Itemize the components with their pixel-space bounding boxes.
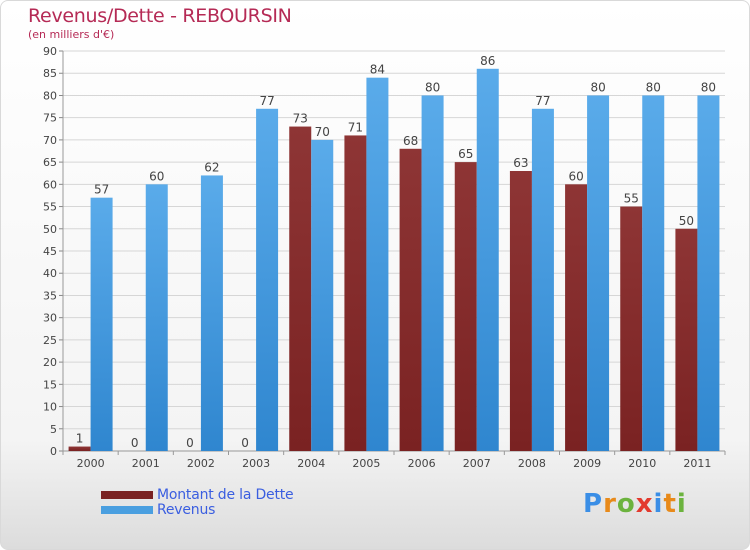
bar-revenus [531,108,554,452]
bar-revenus [200,175,223,451]
data-label-dette: 55 [624,192,639,206]
bar-revenus [697,95,720,451]
x-tick-label: 2009 [573,457,601,470]
y-tick-label: 75 [43,112,57,125]
legend-item-revenus: Revenus [101,501,293,518]
bar-revenus [366,77,389,452]
y-tick-label: 90 [43,45,57,58]
x-tick-label: 2010 [628,457,656,470]
legend-swatch-revenus [101,505,153,514]
data-label-revenus: 70 [315,125,330,139]
data-label-revenus: 77 [535,94,550,108]
y-tick-label: 85 [43,67,57,80]
x-tick-label: 2003 [242,457,270,470]
bar-dette [68,446,91,451]
x-tick-label: 2000 [77,457,105,470]
bar-revenus [145,184,168,452]
bar-dette [454,162,477,451]
data-label-revenus: 86 [480,54,495,68]
logo-letter: t [663,489,677,519]
bar-revenus [587,95,610,451]
data-label-revenus: 57 [94,183,109,197]
legend: Montant de la Dette Revenus [101,486,294,518]
bar-revenus [642,95,665,451]
bar-dette [289,126,312,452]
data-label-revenus: 80 [701,80,716,94]
data-label-dette: 63 [513,156,528,170]
y-tick-label: 35 [43,289,57,302]
y-tick-label: 30 [43,312,57,325]
x-tick-label: 2008 [518,457,546,470]
y-tick-label: 0 [50,445,57,458]
logo-letter: i [653,489,664,519]
bar-revenus [311,139,334,451]
x-tick-label: 2001 [132,457,160,470]
y-tick-label: 60 [43,178,57,191]
y-tick-label: 10 [43,401,57,414]
y-tick-label: 70 [43,134,57,147]
bar-revenus [256,108,279,452]
data-label-dette: 73 [293,112,308,126]
y-tick-label: 80 [43,89,57,102]
y-tick-label: 15 [43,378,57,391]
bar-dette [509,171,532,451]
bar-dette [344,135,367,451]
proxiti-logo: Proxiti [583,489,687,519]
bar-dette [565,184,588,452]
data-label-revenus: 77 [259,94,274,108]
logo-letter: x [635,489,654,519]
logo-letter: i [676,489,687,519]
x-tick-label: 2007 [463,457,491,470]
bar-dette [399,148,422,451]
legend-swatch-dette [101,490,153,499]
y-tick-label: 45 [43,245,57,258]
x-tick-label: 2004 [297,457,325,470]
data-label-dette: 68 [403,134,418,148]
y-tick-label: 40 [43,267,57,280]
legend-label-dette: Montant de la Dette [157,486,294,503]
x-tick-label: 2005 [352,457,380,470]
logo-letter: P [583,489,604,519]
y-tick-label: 25 [43,334,57,347]
x-tick-label: 2002 [187,457,215,470]
y-tick-label: 5 [50,423,57,436]
logo-letter: o [616,489,636,519]
data-label-revenus: 80 [590,80,605,94]
legend-item-dette: Montant de la Dette [101,486,294,503]
data-label-revenus: 80 [646,80,661,94]
y-tick-label: 20 [43,356,57,369]
bar-dette [675,228,698,451]
data-label-dette: 65 [458,147,473,161]
y-tick-label: 50 [43,223,57,236]
data-label-dette: 0 [241,436,249,450]
x-tick-label: 2011 [683,457,711,470]
data-label-dette: 0 [186,436,194,450]
data-label-dette: 50 [679,214,694,228]
legend-label-revenus: Revenus [157,501,216,518]
bar-revenus [90,197,113,451]
data-label-revenus: 60 [149,169,164,183]
data-label-dette: 1 [76,432,84,446]
data-label-revenus: 84 [370,63,385,77]
y-tick-label: 55 [43,201,57,214]
bar-revenus [421,95,444,451]
bar-dette [620,206,643,451]
data-label-dette: 0 [131,436,139,450]
logo-letter: r [603,489,617,519]
chart-title: Revenus/Dette - REBOURSIN [28,5,292,27]
data-label-dette: 60 [568,169,583,183]
data-label-revenus: 80 [425,80,440,94]
data-label-revenus: 62 [204,160,219,174]
x-tick-label: 2006 [408,457,436,470]
y-tick-label: 65 [43,156,57,169]
bar-revenus [476,68,499,452]
chart-subtitle: (en milliers d'€) [28,28,115,41]
data-label-dette: 71 [348,120,363,134]
